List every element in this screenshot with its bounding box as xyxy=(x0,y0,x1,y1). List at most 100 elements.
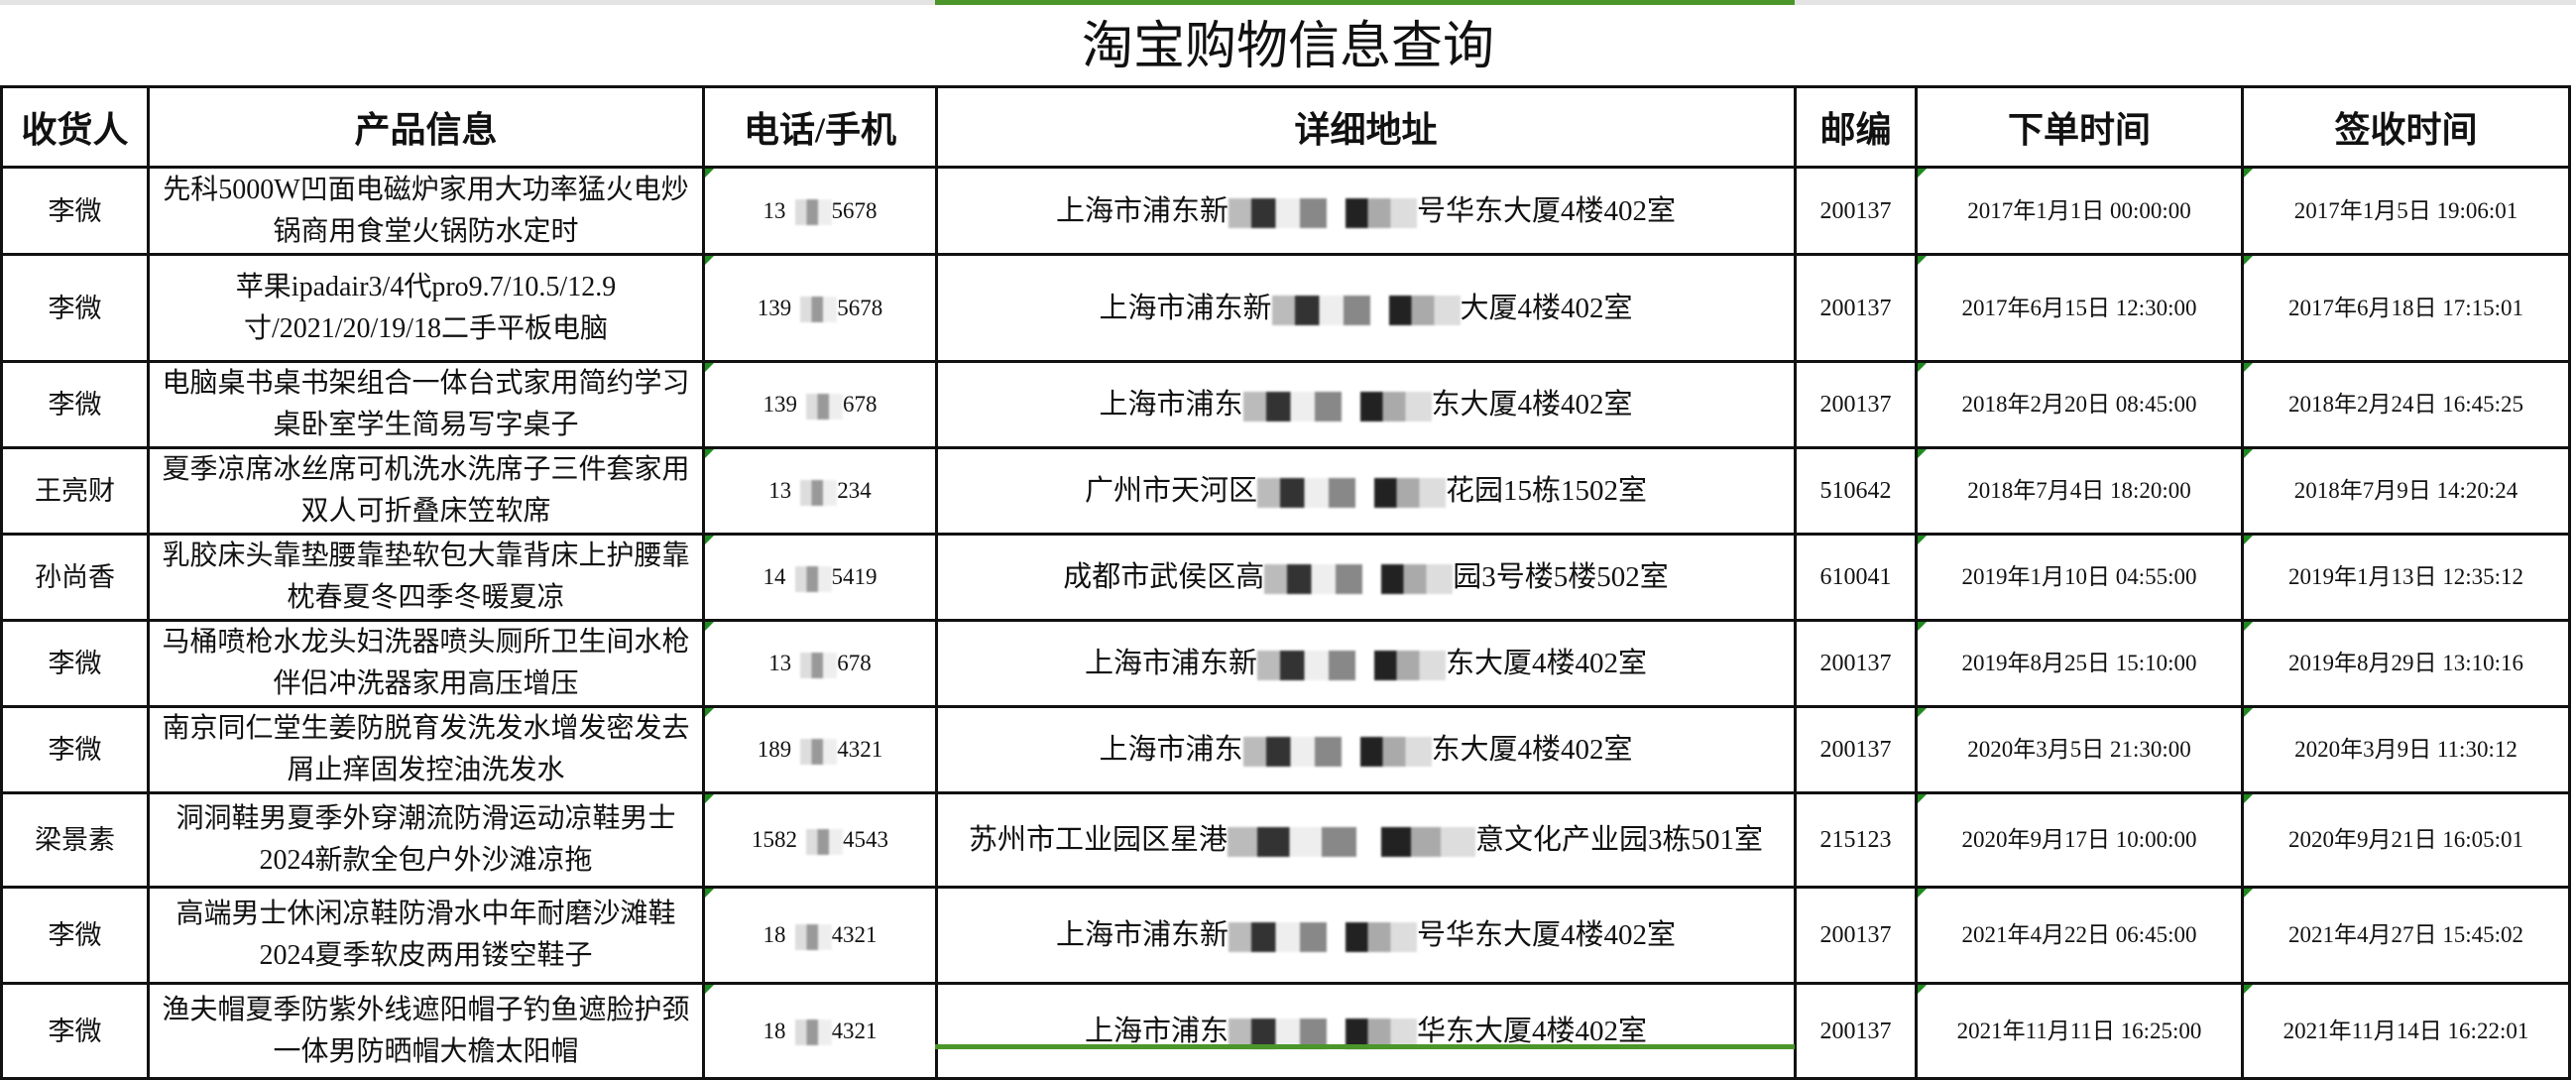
address-cell[interactable]: 上海市浦东新 号华东大厦4楼402室 xyxy=(935,886,1797,985)
zip-cell[interactable]: 510642 xyxy=(1794,446,1918,536)
address-redaction xyxy=(1229,197,1417,228)
phone-cell[interactable]: 139 5678 xyxy=(702,253,938,363)
address-cell[interactable]: 上海市浦东 东大厦4楼402室 xyxy=(935,705,1797,794)
recipient-cell[interactable]: 李微 xyxy=(0,619,150,708)
sign-time-cell[interactable]: 2017年6月18日 17:15:01 xyxy=(2241,253,2571,363)
order-time-cell[interactable]: 2018年2月20日 08:45:00 xyxy=(1915,360,2244,449)
phone-cell[interactable]: 13 234 xyxy=(702,446,938,536)
zip-cell[interactable]: 200137 xyxy=(1794,360,1918,449)
order-time: 2020年9月17日 10:00:00 xyxy=(1961,827,2197,852)
zip-cell[interactable]: 200137 xyxy=(1794,166,1918,256)
address-cell[interactable]: 上海市浦东新 东大厦4楼402室 xyxy=(935,619,1797,708)
header-product[interactable]: 产品信息 xyxy=(147,85,705,169)
recipient-cell[interactable]: 李微 xyxy=(0,360,150,449)
product-cell[interactable]: 渔夫帽夏季防紫外线遮阳帽子钓鱼遮脸护颈一体男防晒帽大檐太阳帽 xyxy=(147,982,705,1080)
header-order-time[interactable]: 下单时间 xyxy=(1915,85,2244,169)
phone-redaction xyxy=(797,828,843,855)
address-cell[interactable]: 上海市浦东 东大厦4楼402室 xyxy=(935,360,1797,449)
order-time-cell[interactable]: 2018年7月4日 18:20:00 xyxy=(1915,446,2244,536)
address-start: 上海市浦东 xyxy=(1099,389,1243,420)
address-end: 华东大厦4楼402室 xyxy=(1417,1015,1648,1047)
cell-marker-icon xyxy=(1918,256,1927,265)
zip-cell[interactable]: 215123 xyxy=(1794,791,1918,889)
phone-cell[interactable]: 139 678 xyxy=(702,360,938,449)
sign-time: 2021年4月27日 15:45:02 xyxy=(2287,922,2524,947)
recipient-cell[interactable]: 李微 xyxy=(0,166,150,256)
sheet-title[interactable]: 淘宝购物信息查询 xyxy=(1081,19,1494,75)
header-recipient[interactable]: 收货人 xyxy=(0,85,150,169)
header-address[interactable]: 详细地址 xyxy=(935,85,1797,169)
recipient-cell[interactable]: 李微 xyxy=(0,253,150,363)
phone-start: 139 xyxy=(757,295,792,320)
header-sign-time[interactable]: 签收时间 xyxy=(2241,85,2571,169)
product-cell[interactable]: 电脑桌书桌书架组合一体台式家用简约学习桌卧室学生简易写字桌子 xyxy=(147,360,705,449)
order-time-cell[interactable]: 2019年8月25日 15:10:00 xyxy=(1915,619,2244,708)
address-cell[interactable]: 成都市武侯区高 园3号楼5楼502室 xyxy=(935,533,1797,622)
sign-time-cell[interactable]: 2019年8月29日 13:10:16 xyxy=(2241,619,2571,708)
zip-cell[interactable]: 200137 xyxy=(1794,253,1918,363)
recipient-cell[interactable]: 王亮财 xyxy=(0,446,150,536)
product-cell[interactable]: 南京同仁堂生姜防脱育发洗发水增发密发去屑止痒固发控油洗发水 xyxy=(147,705,705,794)
header-phone[interactable]: 电话/手机 xyxy=(702,85,938,169)
order-time-cell[interactable]: 2020年9月17日 10:00:00 xyxy=(1915,791,2244,889)
phone-cell[interactable]: 13 5678 xyxy=(702,166,938,256)
zip-cell[interactable]: 200137 xyxy=(1794,705,1918,794)
address-cell[interactable]: 上海市浦东新 大厦4楼402室 xyxy=(935,253,1797,363)
order-time-cell[interactable]: 2017年1月1日 00:00:00 xyxy=(1915,166,2244,256)
zip-cell[interactable]: 610041 xyxy=(1794,533,1918,622)
address-redaction xyxy=(1242,737,1432,768)
sign-time-cell[interactable]: 2019年1月13日 12:35:12 xyxy=(2241,533,2571,622)
order-time-cell[interactable]: 2021年11月11日 16:25:00 xyxy=(1915,982,2244,1080)
recipient-cell[interactable]: 孙尚香 xyxy=(0,533,150,622)
phone-end: 5419 xyxy=(831,564,878,589)
phone-start: 13 xyxy=(768,478,792,503)
cell-marker-icon xyxy=(2244,169,2253,178)
address-cell[interactable]: 苏州市工业园区星港 意文化产业园3栋501室 xyxy=(935,791,1797,889)
address-cell[interactable]: 上海市浦东 华东大厦4楼402室 xyxy=(935,982,1797,1080)
address-start: 上海市浦东新 xyxy=(1055,194,1229,227)
phone-cell[interactable]: 1582 4543 xyxy=(702,791,938,889)
order-time-cell[interactable]: 2020年3月5日 21:30:00 xyxy=(1915,705,2244,794)
recipient-cell[interactable]: 李微 xyxy=(0,886,150,985)
zip-cell[interactable]: 200137 xyxy=(1794,886,1918,985)
recipient-cell[interactable]: 李微 xyxy=(0,705,150,794)
header-zip[interactable]: 邮编 xyxy=(1794,85,1918,169)
product-cell[interactable]: 洞洞鞋男夏季外穿潮流防滑运动凉鞋男士2024新款全包户外沙滩凉拖 xyxy=(147,791,705,889)
order-time: 2018年7月4日 18:20:00 xyxy=(1967,478,2191,503)
order-time-cell[interactable]: 2021年4月22日 06:45:00 xyxy=(1915,886,2244,985)
phone-cell[interactable]: 14 5419 xyxy=(702,533,938,622)
order-time-cell[interactable]: 2019年1月10日 04:55:00 xyxy=(1915,533,2244,622)
sign-time-cell[interactable]: 2020年9月21日 16:05:01 xyxy=(2241,791,2571,889)
phone-cell[interactable]: 18 4321 xyxy=(702,886,938,985)
address-redaction xyxy=(1257,651,1446,681)
phone-end: 4321 xyxy=(831,922,878,947)
product-cell[interactable]: 苹果ipadair3/4代pro9.7/10.5/12.9寸/2021/20/1… xyxy=(147,253,705,363)
zip-cell[interactable]: 200137 xyxy=(1794,982,1918,1080)
sign-time-cell[interactable]: 2018年7月9日 14:20:24 xyxy=(2241,446,2571,536)
address-cell[interactable]: 广州市天河区 花园15栋1502室 xyxy=(935,446,1797,536)
recipient-cell[interactable]: 李微 xyxy=(0,982,150,1080)
product-cell[interactable]: 夏季凉席冰丝席可机洗水洗席子三件套家用双人可折叠床笠软席 xyxy=(147,446,705,536)
product-cell[interactable]: 先科5000W凹面电磁炉家用大功率猛火电炒锅商用食堂火锅防水定时 xyxy=(147,166,705,256)
order-time: 2021年11月11日 16:25:00 xyxy=(1956,1018,2202,1043)
phone-end: 4543 xyxy=(843,827,888,852)
address-redaction xyxy=(1271,295,1461,325)
table-row: 李微 电脑桌书桌书架组合一体台式家用简约学习桌卧室学生简易写字桌子 139 678 上海… xyxy=(0,360,2571,449)
product-cell[interactable]: 乳胶床头靠垫腰靠垫软包大靠背床上护腰靠枕春夏冬四季冬暖夏凉 xyxy=(147,533,705,622)
product-cell[interactable]: 高端男士休闲凉鞋防滑水中年耐磨沙滩鞋2024夏季软皮两用镂空鞋子 xyxy=(147,886,705,985)
recipient-cell[interactable]: 梁景素 xyxy=(0,791,150,889)
sign-time-cell[interactable]: 2018年2月24日 16:45:25 xyxy=(2241,360,2571,449)
phone-cell[interactable]: 13 678 xyxy=(702,619,938,708)
sign-time-cell[interactable]: 2021年11月14日 16:22:01 xyxy=(2241,982,2571,1080)
order-time-cell[interactable]: 2017年6月15日 12:30:00 xyxy=(1915,253,2244,363)
cell-marker-icon xyxy=(705,985,714,994)
sign-time-cell[interactable]: 2021年4月27日 15:45:02 xyxy=(2241,886,2571,985)
sign-time: 2018年2月24日 16:45:25 xyxy=(2287,392,2524,417)
phone-cell[interactable]: 189 4321 xyxy=(702,705,938,794)
sign-time-cell[interactable]: 2017年1月5日 19:06:01 xyxy=(2241,166,2571,256)
product-cell[interactable]: 马桶喷枪水龙头妇洗器喷头厕所卫生间水枪伴侣冲洗器家用高压增压 xyxy=(147,619,705,708)
phone-cell[interactable]: 18 4321 xyxy=(702,982,938,1080)
zip-cell[interactable]: 200137 xyxy=(1794,619,1918,708)
sign-time-cell[interactable]: 2020年3月9日 11:30:12 xyxy=(2241,705,2571,794)
address-cell[interactable]: 上海市浦东新 号华东大厦4楼402室 xyxy=(935,166,1797,256)
